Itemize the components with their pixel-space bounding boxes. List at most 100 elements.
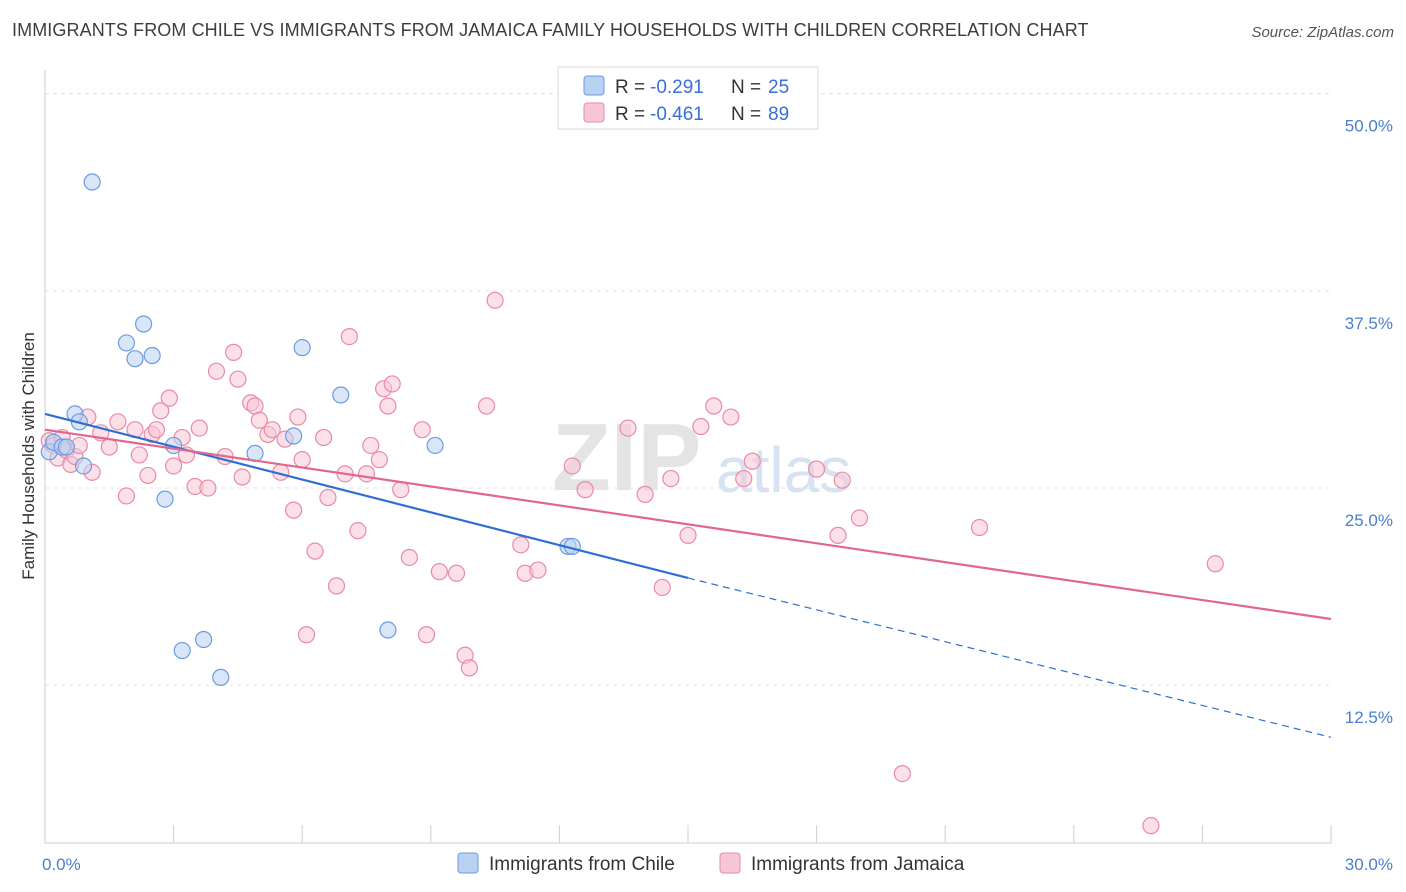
- x-tick-labels: 0.0% 30.0%: [42, 855, 1393, 874]
- series-legend-jamaica-swatch: [719, 852, 741, 874]
- chile-point: [212, 668, 230, 686]
- jamaica-point: [370, 451, 388, 469]
- series-legend: Immigrants from Chile Immigrants from Ja…: [457, 852, 965, 875]
- chile-point: [195, 630, 213, 649]
- jamaica-point: [705, 397, 723, 415]
- jamaica-point: [319, 488, 337, 507]
- jamaica-point: [563, 457, 581, 475]
- jamaica-point: [327, 577, 346, 595]
- legend-chile-swatch: [583, 75, 605, 96]
- chile-point: [156, 490, 174, 508]
- jamaica-point: [636, 485, 654, 503]
- jamaica-point: [246, 397, 264, 415]
- legend-chile-r-label: R =: [615, 77, 645, 98]
- jamaica-point: [199, 479, 217, 497]
- legend-jamaica-r-label: R =: [615, 104, 645, 125]
- chile-point: [143, 346, 161, 365]
- chile-point: [332, 386, 350, 404]
- jamaica-point: [1206, 555, 1224, 573]
- y-tick-labels: 12.5% 25.0% 37.5% 50.0%: [1345, 117, 1393, 728]
- jamaica-point: [100, 438, 118, 456]
- chile-point: [126, 350, 144, 368]
- jamaica-point: [1142, 817, 1160, 835]
- legend-jamaica-n-value: 89: [768, 104, 789, 125]
- jamaica-point: [447, 564, 466, 582]
- jamaica-point: [430, 563, 448, 581]
- jamaica-point: [477, 397, 496, 415]
- jamaica-point: [692, 417, 710, 436]
- chile-point: [379, 621, 397, 639]
- jamaica-point: [263, 421, 281, 439]
- jamaica-point: [460, 659, 478, 677]
- series-legend-chile-label: Immigrants from Chile: [489, 854, 675, 875]
- jamaica-point: [130, 446, 148, 464]
- jamaica-point: [190, 419, 208, 437]
- legend-jamaica-n-label: N =: [731, 104, 761, 125]
- jamaica-point: [315, 428, 333, 447]
- jamaica-point: [383, 375, 401, 393]
- legend-chile-n-value: 25: [768, 77, 789, 98]
- chile-point: [74, 457, 93, 475]
- jamaica-point: [109, 413, 127, 431]
- watermark-atlas: atlas: [716, 434, 851, 506]
- jamaica-point: [250, 411, 268, 429]
- chile-point: [293, 339, 311, 357]
- jamaica-point: [417, 626, 436, 644]
- jamaica-point: [229, 370, 247, 388]
- trend-lines: [44, 412, 1332, 738]
- jamaica-point: [400, 548, 418, 567]
- jamaica-point: [306, 542, 324, 560]
- legend-chile-r-value: -0.291: [650, 77, 704, 98]
- grid-lines: [45, 93, 1331, 686]
- jamaica-point: [486, 291, 504, 309]
- jamaica-point: [207, 362, 226, 380]
- jamaica-point: [893, 764, 911, 783]
- legend-jamaica-r-value: -0.461: [650, 104, 704, 125]
- jamaica-point: [285, 501, 303, 519]
- scatter-points: [40, 173, 1224, 835]
- jamaica-point: [139, 466, 157, 485]
- jamaica-point: [829, 526, 847, 544]
- jamaica-point: [289, 408, 307, 426]
- correlation-legend: R = -0.291 N = 25 R = -0.461 N = 89: [557, 66, 819, 130]
- series-legend-chile-swatch: [457, 852, 479, 874]
- jamaica-point: [160, 389, 178, 407]
- jamaica-point: [233, 468, 251, 486]
- chile-point: [134, 315, 153, 333]
- y-axis-title: Family Households with Children: [19, 332, 38, 580]
- jamaica-point: [340, 328, 358, 346]
- y-tick-label: 25.0%: [1345, 511, 1393, 530]
- jamaica-point: [970, 518, 989, 537]
- jamaica-point: [735, 469, 753, 488]
- jamaica-point: [619, 419, 637, 437]
- jamaica-point: [152, 402, 170, 420]
- x-tick-label: 0.0%: [42, 855, 81, 874]
- series-legend-jamaica-label: Immigrants from Jamaica: [751, 854, 965, 875]
- jamaica-point: [653, 578, 671, 597]
- jamaica-point: [722, 408, 740, 426]
- jamaica-point: [165, 457, 183, 475]
- jamaica-point: [117, 487, 136, 505]
- jamaica-point: [413, 421, 431, 439]
- jamaica-point: [297, 626, 316, 644]
- jamaica-point: [833, 471, 851, 489]
- jamaica-point: [293, 451, 311, 469]
- jamaica-point: [743, 452, 761, 470]
- chile-trend-extension: [687, 577, 1332, 738]
- jamaica-point: [850, 509, 869, 527]
- chile-point: [173, 641, 191, 660]
- y-tick-label: 37.5%: [1345, 314, 1393, 333]
- jamaica-point: [662, 469, 680, 488]
- chile-point: [426, 436, 444, 455]
- chile-point: [57, 438, 76, 456]
- chile-point: [285, 427, 303, 445]
- jamaica-point: [147, 421, 166, 439]
- chart-title: IMMIGRANTS FROM CHILE VS IMMIGRANTS FROM…: [12, 20, 1089, 40]
- jamaica-point: [807, 460, 826, 478]
- y-tick-label: 50.0%: [1345, 117, 1393, 136]
- jamaica-point: [225, 343, 243, 361]
- source-label: Source: ZipAtlas.com: [1251, 24, 1394, 41]
- chile-point: [83, 173, 101, 191]
- y-tick-label: 12.5%: [1345, 708, 1393, 727]
